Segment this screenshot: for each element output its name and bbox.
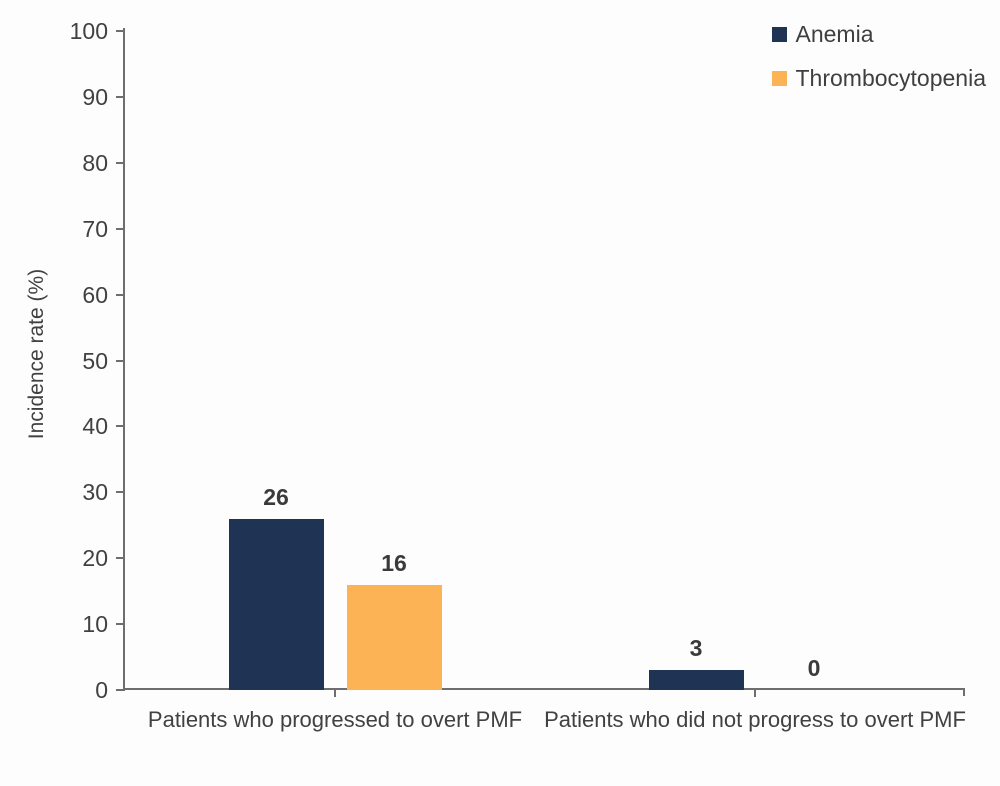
y-tick-label: 50 xyxy=(82,347,108,374)
y-tick-mark xyxy=(116,359,125,362)
bar-anemia xyxy=(228,518,324,690)
x-category-label-not-progressed: Patients who did not progress to overt P… xyxy=(544,707,966,732)
x-axis-line xyxy=(123,688,965,690)
y-tick-mark xyxy=(116,30,125,32)
legend-label-anemia: Anemia xyxy=(795,21,874,47)
y-tick-mark xyxy=(116,557,125,560)
y-tick-mark xyxy=(116,227,125,230)
y-tick-mark xyxy=(116,293,125,296)
x-tick-mark xyxy=(754,690,756,697)
legend-item-thrombocytopenia: Thrombocytopenia xyxy=(771,64,987,92)
y-tick-label: 100 xyxy=(69,18,108,44)
bar-value-label: 0 xyxy=(807,655,821,681)
bar-value-label: 26 xyxy=(263,483,289,510)
y-tick-label: 10 xyxy=(82,611,108,638)
legend-label-thrombocytopenia: Thrombocytopenia xyxy=(795,65,987,91)
x-axis-end-tick xyxy=(963,690,965,696)
y-tick-label: 20 xyxy=(82,545,108,572)
y-tick-mark xyxy=(116,425,125,428)
bar-anemia xyxy=(648,670,744,690)
legend-item-anemia: Anemia xyxy=(771,20,874,48)
x-category-label-progressed: Patients who progressed to overt PMF xyxy=(147,707,523,732)
bar-thrombocytopenia xyxy=(346,584,442,690)
y-tick-label: 60 xyxy=(82,281,108,308)
y-tick-mark xyxy=(116,161,125,164)
thrombocytopenia-swatch-icon xyxy=(771,70,787,86)
y-tick-mark xyxy=(116,95,125,98)
y-tick-label: 70 xyxy=(82,215,108,242)
y-axis-line xyxy=(123,28,125,690)
y-tick-mark xyxy=(116,491,125,494)
x-tick-mark xyxy=(334,690,336,697)
y-tick-label: 30 xyxy=(82,479,108,506)
y-tick-label: 0 xyxy=(95,677,108,703)
anemia-swatch-icon xyxy=(771,26,787,42)
y-tick-label: 40 xyxy=(82,413,108,440)
y-tick-mark xyxy=(116,623,125,626)
bar-value-label: 16 xyxy=(381,549,407,576)
legend: Anemia Thrombocytopenia xyxy=(771,20,987,92)
y-tick-label: 90 xyxy=(82,83,108,110)
bar-value-label: 3 xyxy=(689,635,703,662)
y-tick-mark xyxy=(116,689,125,691)
y-tick-label: 80 xyxy=(82,149,108,176)
